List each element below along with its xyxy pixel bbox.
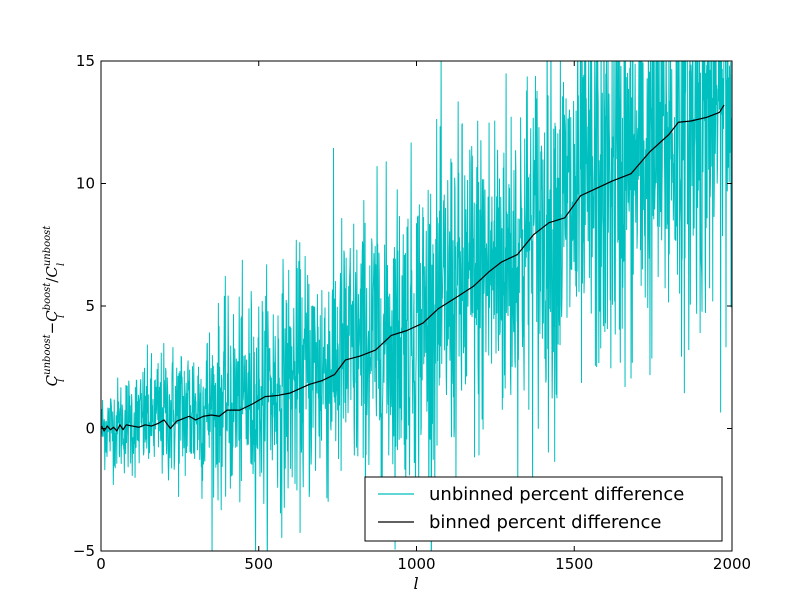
y-label-c1: C — [43, 374, 61, 386]
y-label-c3: C — [43, 266, 61, 278]
plot-area — [101, 61, 732, 551]
y-label-minus: − — [43, 322, 61, 335]
y-tick-label: 15 — [76, 52, 95, 70]
series-line-unbinned — [101, 61, 732, 551]
legend-label-unbinned: unbinned percent difference — [429, 484, 684, 505]
x-tick-label: 1500 — [555, 555, 593, 573]
y-label-sub2: l — [56, 315, 67, 318]
y-label-sup1: unboost — [42, 333, 53, 374]
x-tick-label: 500 — [244, 555, 273, 573]
y-tick-label: 5 — [85, 297, 95, 315]
y-tick-label: 10 — [76, 175, 95, 193]
y-label-sup2: boost — [42, 282, 53, 311]
series-line-binned — [101, 104, 725, 432]
y-tick-label: −5 — [73, 542, 95, 560]
y-label-sub1: l — [56, 379, 67, 382]
y-axis-label: Cunboost−Cboost/Cunboost l l l — [42, 225, 67, 387]
x-tick-label: 2000 — [713, 555, 751, 573]
legend: unbinned percent difference binned perce… — [364, 476, 723, 542]
legend-box — [364, 476, 723, 542]
y-label-sub3: l — [56, 263, 67, 266]
x-tick-label: 0 — [96, 555, 106, 573]
y-tick-label: 0 — [85, 420, 95, 438]
x-axis-label: l — [413, 574, 418, 593]
legend-label-binned: binned percent difference — [429, 512, 662, 533]
y-label-c2: C — [43, 310, 61, 322]
y-label-sup3: unboost — [42, 225, 53, 266]
x-tick-label: 1000 — [397, 555, 435, 573]
svg-text:Cunboost−Cboost/Cunboost: Cunboost−Cboost/Cunboost — [42, 225, 61, 387]
y-label-slash: / — [43, 277, 61, 283]
